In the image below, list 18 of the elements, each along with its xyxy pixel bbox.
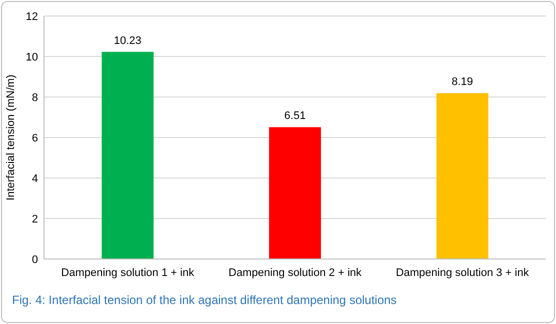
y-tick-label: 4 — [32, 172, 38, 185]
data-label: 10.23 — [114, 34, 142, 47]
y-tick-label: 8 — [32, 92, 38, 104]
y-tick-label: 6 — [32, 132, 38, 144]
y-tick-label: 0 — [32, 254, 38, 266]
bar — [436, 93, 488, 259]
caption: Fig. 4: Interfacial tension of the ink against different dampening solutions — [12, 293, 397, 307]
y-tick-label: 2 — [32, 213, 38, 226]
bar — [269, 127, 321, 259]
data-label: 8.19 — [452, 76, 474, 88]
y-axis-title: Interfacial tension (mN/m) — [5, 74, 17, 200]
y-tick-label: 12 — [26, 10, 38, 23]
x-tick-label: Dampening solution 1 + ink — [61, 267, 195, 279]
x-tick-label: Dampening solution 2 + ink — [228, 267, 362, 279]
data-label: 6.51 — [284, 110, 306, 122]
x-tick-label: Dampening solution 3 + ink — [396, 267, 530, 279]
bar — [102, 52, 154, 259]
y-tick-label: 10 — [26, 51, 38, 64]
